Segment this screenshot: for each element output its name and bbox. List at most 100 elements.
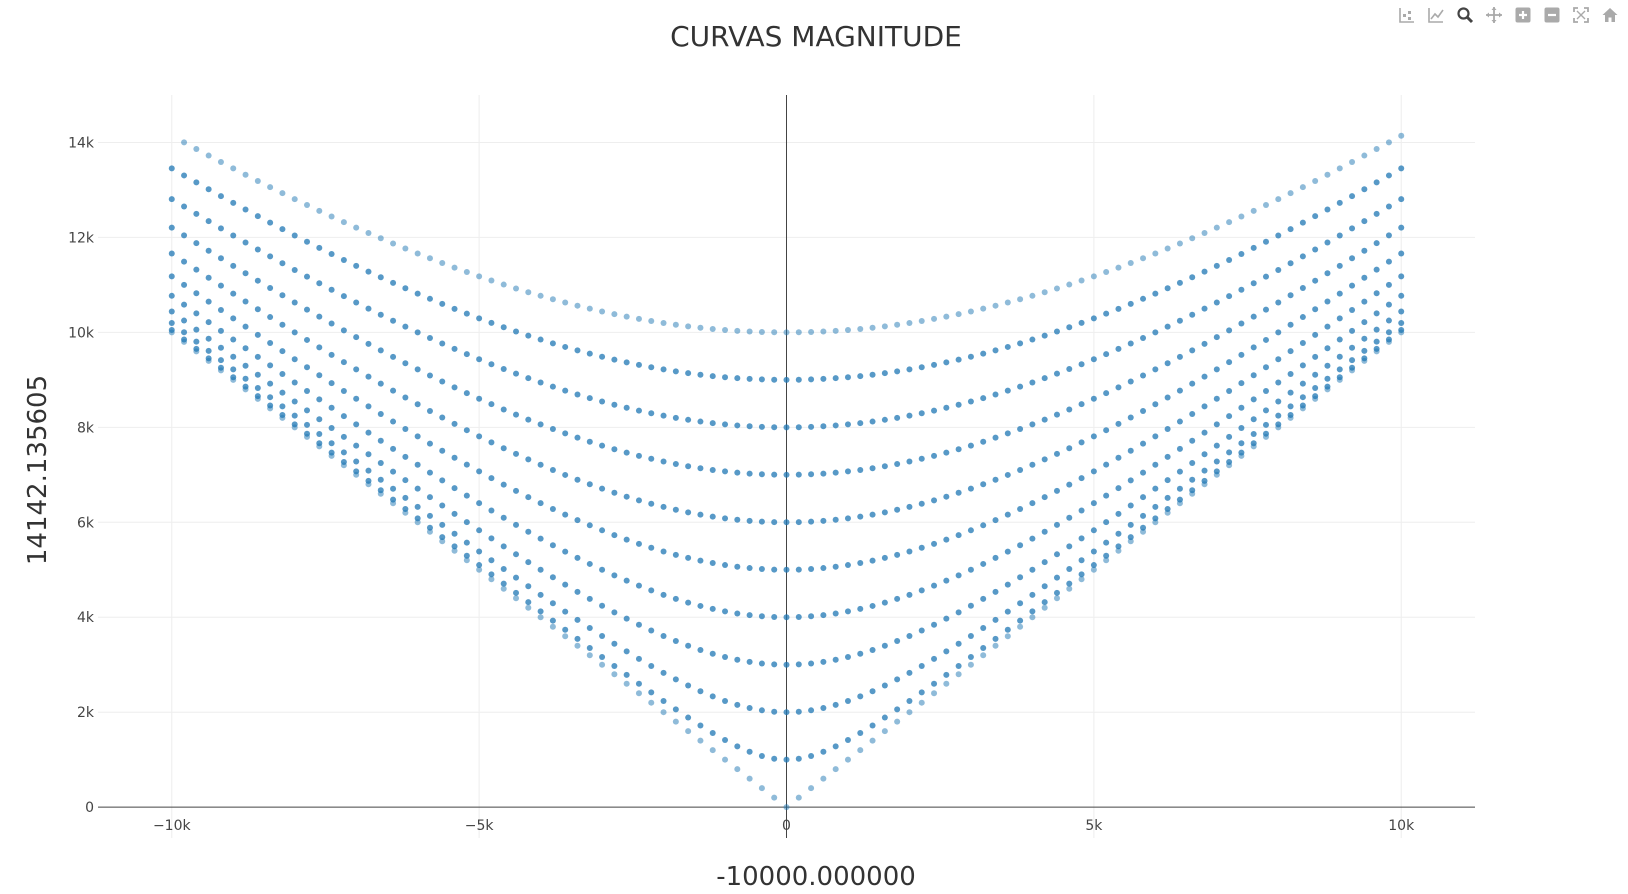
data-point[interactable] [820,375,827,382]
data-point[interactable] [574,391,581,398]
data-point[interactable] [181,203,188,210]
data-point[interactable] [574,347,581,354]
data-point[interactable] [1213,421,1220,428]
data-point[interactable] [439,534,446,541]
data-point[interactable] [795,519,802,526]
data-point[interactable] [1262,273,1269,280]
data-point[interactable] [267,285,274,292]
data-point[interactable] [758,613,765,620]
data-point[interactable] [1287,389,1294,396]
data-point[interactable] [451,345,458,352]
data-point[interactable] [574,635,581,642]
data-point[interactable] [242,270,249,277]
data-point[interactable] [697,324,704,331]
data-point[interactable] [513,589,520,596]
data-point[interactable] [1152,461,1159,468]
data-point[interactable] [254,177,261,184]
data-point[interactable] [1004,471,1011,478]
data-point[interactable] [832,766,839,773]
data-point[interactable] [1398,329,1405,336]
data-point[interactable] [1287,414,1294,421]
data-point[interactable] [340,433,347,440]
data-point[interactable] [205,186,212,193]
data-point[interactable] [1250,244,1257,251]
data-point[interactable] [242,298,249,305]
data-point[interactable] [1164,394,1171,401]
data-point[interactable] [574,517,581,524]
data-point[interactable] [562,471,569,478]
data-point[interactable] [1066,566,1073,572]
data-point[interactable] [451,420,458,427]
data-point[interactable] [1152,250,1159,257]
data-point[interactable] [1336,366,1343,373]
data-point[interactable] [881,554,888,561]
data-point[interactable] [611,356,618,363]
data-point[interactable] [402,426,409,432]
data-point[interactable] [1004,387,1011,394]
data-point[interactable] [795,755,802,762]
data-point[interactable] [1275,424,1282,431]
data-point[interactable] [500,566,507,572]
data-point[interactable] [869,557,876,564]
data-point[interactable] [832,656,839,663]
data-point[interactable] [304,387,311,394]
data-point[interactable] [267,362,274,369]
data-point[interactable] [426,335,433,342]
data-point[interactable] [1299,285,1306,292]
data-point[interactable] [1041,456,1048,463]
data-point[interactable] [1226,433,1233,440]
data-point[interactable] [451,264,458,271]
series-8[interactable] [168,319,1405,716]
data-point[interactable] [1398,319,1405,326]
data-point[interactable] [1336,199,1343,206]
data-point[interactable] [574,476,581,483]
data-point[interactable] [943,536,950,543]
data-point[interactable] [1238,452,1245,459]
data-point[interactable] [1078,439,1085,446]
data-point[interactable] [931,361,938,368]
data-point[interactable] [844,515,851,522]
data-point[interactable] [967,527,974,534]
data-point[interactable] [267,184,274,191]
data-point[interactable] [980,481,987,488]
data-point[interactable] [205,347,212,354]
data-point[interactable] [291,424,298,431]
data-point[interactable] [1201,467,1208,474]
data-point[interactable] [254,331,261,338]
data-point[interactable] [980,522,987,529]
data-point[interactable] [168,165,175,172]
data-point[interactable] [1017,426,1024,432]
data-point[interactable] [734,766,741,773]
data-point[interactable] [758,518,765,525]
data-point[interactable] [1066,324,1073,331]
data-point[interactable] [709,513,716,520]
data-point[interactable] [955,609,962,616]
data-point[interactable] [230,165,237,172]
data-point[interactable] [844,562,851,569]
data-point[interactable] [549,574,556,581]
data-point[interactable] [525,583,532,590]
data-point[interactable] [168,224,175,231]
data-point[interactable] [967,308,974,315]
data-point[interactable] [918,689,925,696]
data-point[interactable] [525,559,532,566]
data-point[interactable] [304,306,311,313]
data-point[interactable] [1336,315,1343,322]
data-point[interactable] [894,551,901,558]
data-point[interactable] [1238,404,1245,411]
data-point[interactable] [820,612,827,619]
data-point[interactable] [955,671,962,678]
data-point[interactable] [635,621,642,628]
data-point[interactable] [734,422,741,429]
data-point[interactable] [1275,329,1282,336]
data-point[interactable] [1262,364,1269,371]
data-point[interactable] [193,326,200,333]
data-point[interactable] [1226,387,1233,394]
data-point[interactable] [844,608,851,615]
data-point[interactable] [599,398,606,405]
data-point[interactable] [783,709,790,716]
data-point[interactable] [390,240,397,247]
data-point[interactable] [488,507,495,514]
data-point[interactable] [230,199,237,206]
data-point[interactable] [586,644,593,651]
